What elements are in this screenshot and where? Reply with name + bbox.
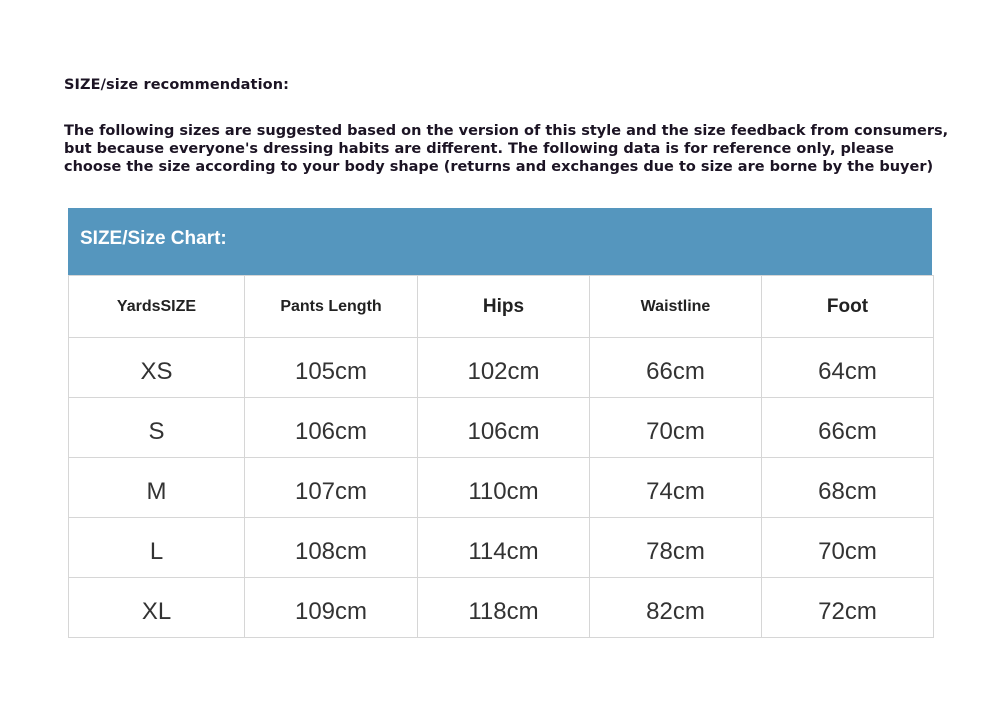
- column-header: Foot: [761, 275, 934, 338]
- measurement-cell: 72cm: [761, 577, 934, 638]
- intro-line: The following sizes are suggested based …: [64, 123, 949, 139]
- measurement-cell: 105cm: [244, 337, 418, 398]
- measurement-cell: 66cm: [761, 397, 934, 458]
- size-cell: XS: [68, 337, 245, 398]
- table-header-row: YardsSIZE Pants Length Hips Waistline Fo…: [68, 275, 934, 338]
- measurement-cell: 102cm: [417, 337, 590, 398]
- measurement-cell: 106cm: [417, 397, 590, 458]
- intro-line: but because everyone's dressing habits a…: [64, 141, 894, 157]
- measurement-cell: 68cm: [761, 457, 934, 518]
- table-row: XS 105cm 102cm 66cm 64cm: [68, 337, 934, 398]
- measurement-cell: 114cm: [417, 517, 590, 578]
- measurement-cell: 110cm: [417, 457, 590, 518]
- measurement-cell: 118cm: [417, 577, 590, 638]
- size-table: YardsSIZE Pants Length Hips Waistline Fo…: [68, 275, 934, 638]
- table-row: M 107cm 110cm 74cm 68cm: [68, 457, 934, 518]
- measurement-cell: 106cm: [244, 397, 418, 458]
- size-cell: XL: [68, 577, 245, 638]
- column-header: YardsSIZE: [68, 275, 245, 338]
- measurement-cell: 64cm: [761, 337, 934, 398]
- measurement-cell: 70cm: [589, 397, 762, 458]
- size-cell: M: [68, 457, 245, 518]
- measurement-cell: 107cm: [244, 457, 418, 518]
- measurement-cell: 82cm: [589, 577, 762, 638]
- measurement-cell: 108cm: [244, 517, 418, 578]
- measurement-cell: 109cm: [244, 577, 418, 638]
- size-chart-title: SIZE/Size Chart:: [80, 228, 227, 249]
- column-header: Hips: [417, 275, 590, 338]
- size-cell: L: [68, 517, 245, 578]
- measurement-cell: 70cm: [761, 517, 934, 578]
- measurement-cell: 74cm: [589, 457, 762, 518]
- column-header: Pants Length: [244, 275, 418, 338]
- size-chart-header: SIZE/Size Chart:: [68, 208, 932, 275]
- measurement-cell: 66cm: [589, 337, 762, 398]
- intro-text: The following sizes are suggested based …: [64, 122, 964, 176]
- intro-line: choose the size according to your body s…: [64, 159, 934, 175]
- table-row: L 108cm 114cm 78cm 70cm: [68, 517, 934, 578]
- size-cell: S: [68, 397, 245, 458]
- table-row: S 106cm 106cm 70cm 66cm: [68, 397, 934, 458]
- table-row: XL 109cm 118cm 82cm 72cm: [68, 577, 934, 638]
- column-header: Waistline: [589, 275, 762, 338]
- measurement-cell: 78cm: [589, 517, 762, 578]
- page-title: SIZE/size recommendation:: [64, 77, 290, 93]
